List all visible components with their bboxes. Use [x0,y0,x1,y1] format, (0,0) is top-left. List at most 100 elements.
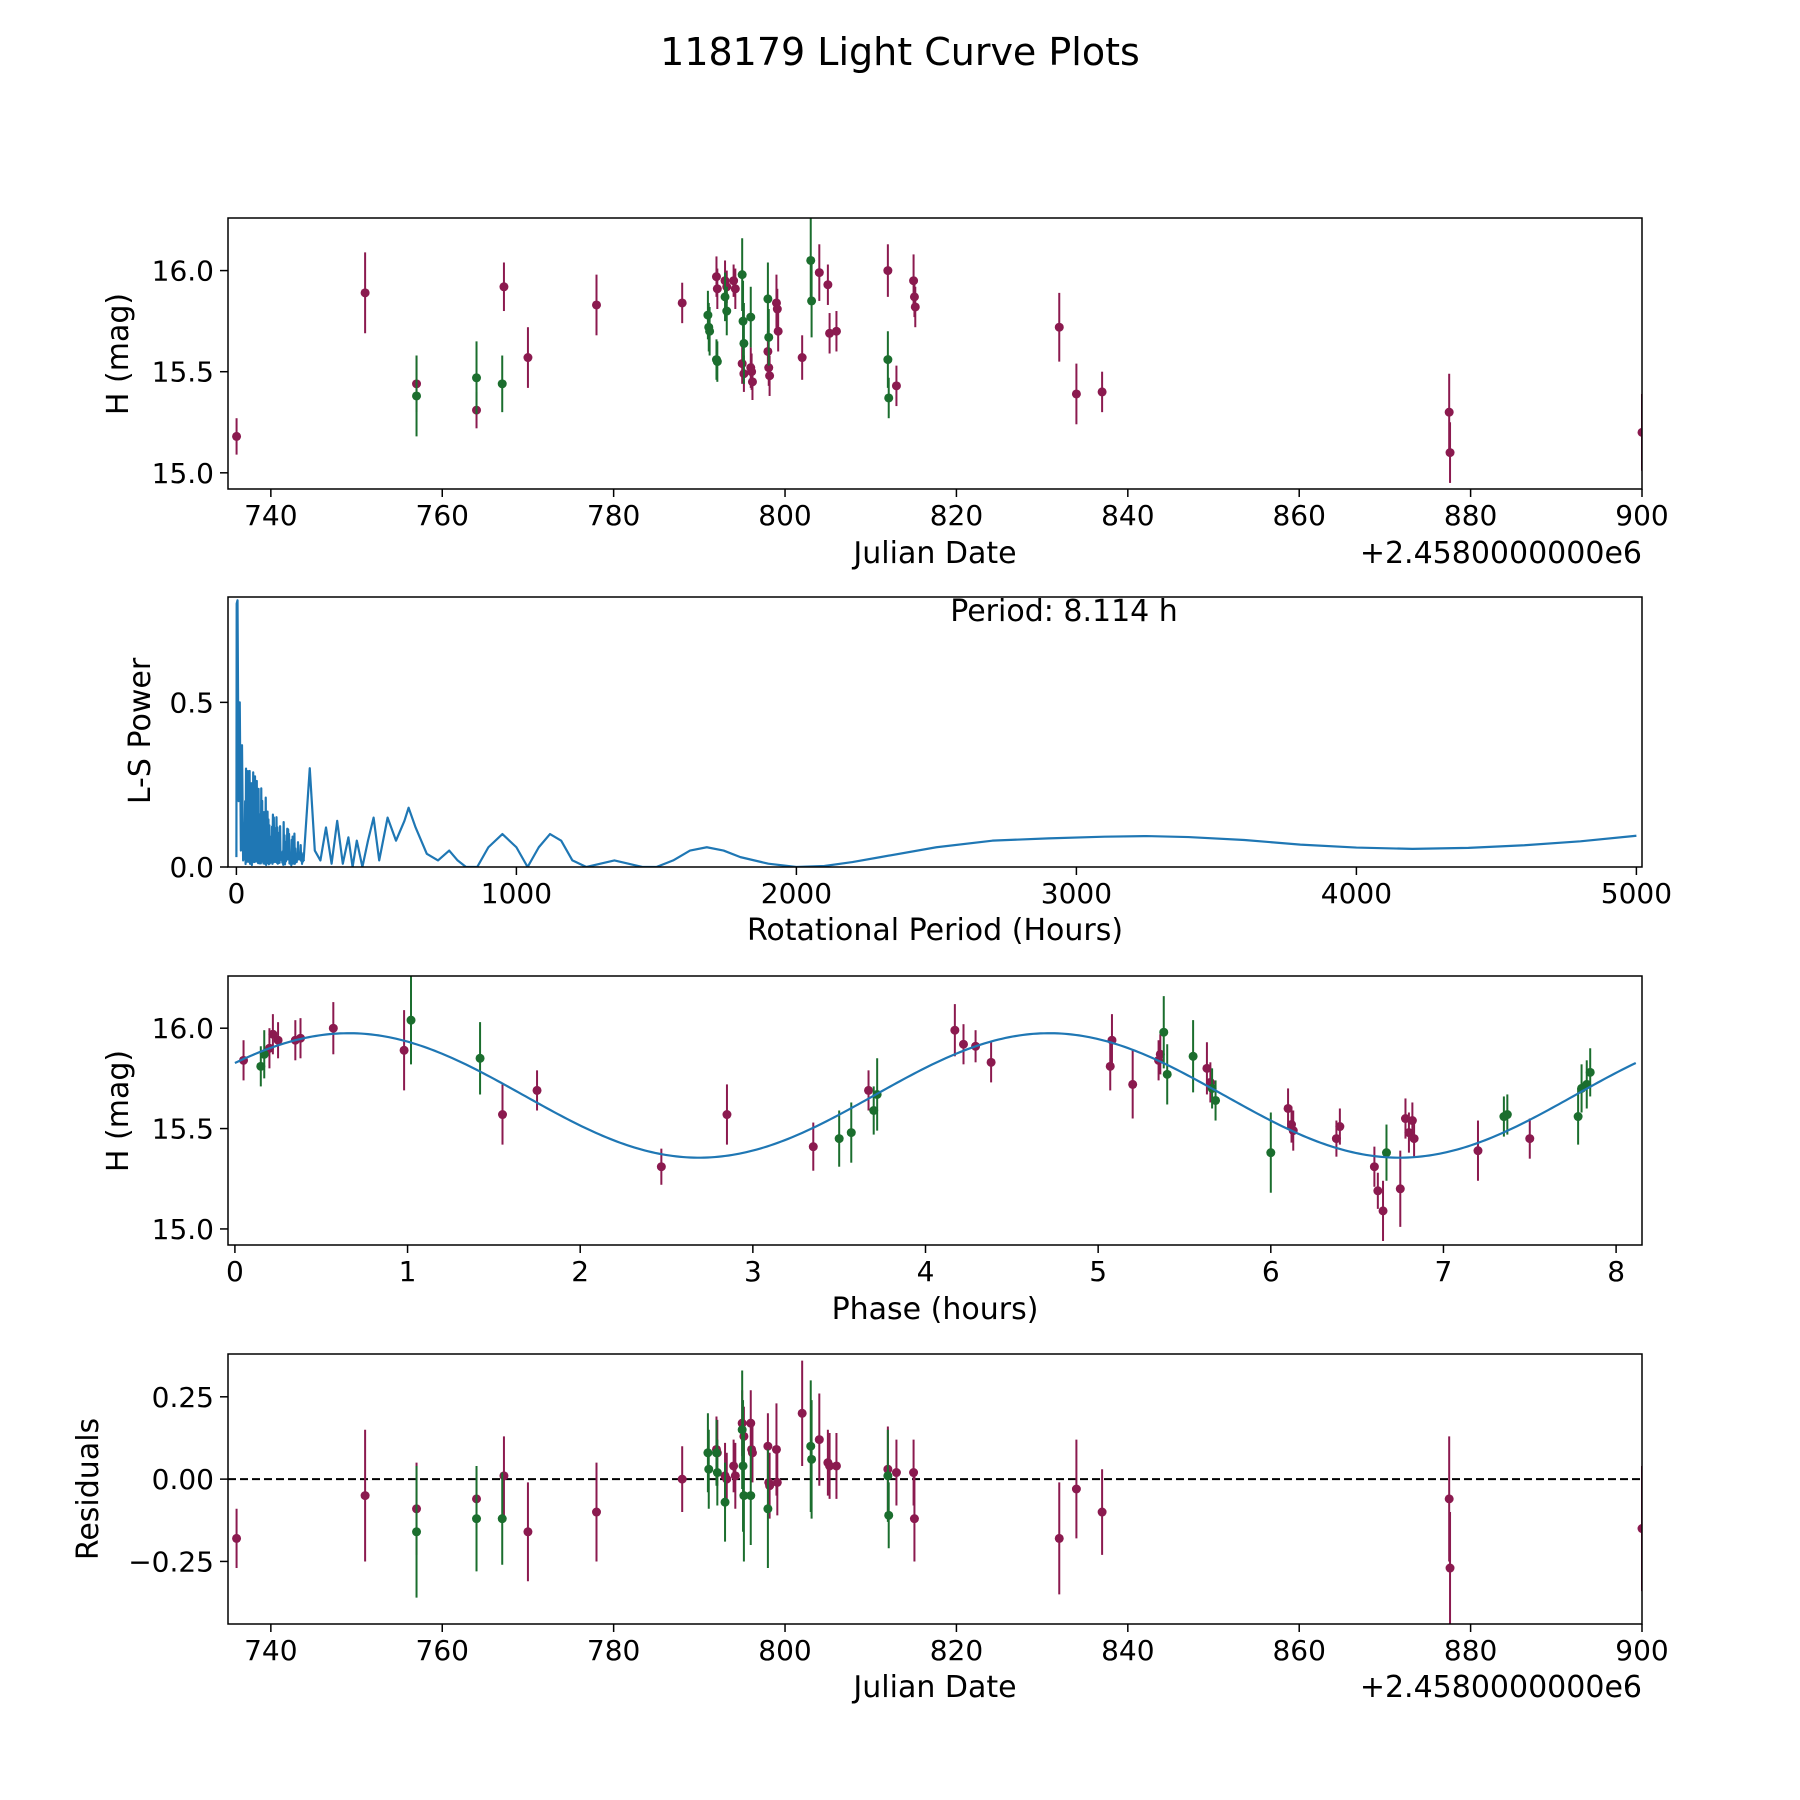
data-point-green [406,1015,416,1025]
panel-0-ylabel: H (mag) [101,293,136,415]
panel-3-ylabel: Residuals [71,1418,106,1560]
data-point-purple [722,1110,732,1120]
x-tick-label: 3 [744,1255,762,1288]
x-tick-label: 780 [587,499,640,532]
data-point-purple [1097,387,1107,397]
data-point-green [1159,1027,1169,1037]
data-point-green [746,312,756,322]
data-point-purple [712,284,722,294]
panel-3-x-offset: +2.4580000000e6 [1360,1670,1642,1705]
panel-1-annotation: Period: 8.114 h [950,594,1178,629]
panel-residuals-frame [227,1353,1643,1625]
x-tick-label: 860 [1272,1634,1325,1667]
panel-phase: 0 1 2 3 4 5 6 7 8 15.0 15.5 16.0 [152,975,1643,1288]
panel-lightcurve-plot-area [232,218,1642,483]
data-point-green [472,1514,482,1524]
data-point-green [1585,1067,1595,1077]
data-point-green [1266,1148,1276,1158]
x-tick-label: 0 [227,877,245,910]
data-point-purple [360,1491,370,1501]
data-point-purple [1071,1484,1081,1494]
data-point-purple [1444,407,1454,417]
data-point-green [806,255,816,265]
data-point-purple [1373,1186,1383,1196]
x-tick-label: 800 [758,499,811,532]
data-point-purple [1335,1122,1345,1132]
data-point-purple [1071,389,1081,399]
data-point-purple [729,276,739,286]
y-tick-label: 16.0 [152,1012,214,1045]
panel-phase-frame [227,975,1643,1246]
data-point-purple [1637,427,1642,437]
data-point-purple [499,282,509,292]
data-point-purple [591,300,601,310]
data-point-green [704,1464,714,1474]
data-point-green [256,1061,266,1071]
data-point-green [1381,1148,1391,1158]
y-tick-label: 0.25 [152,1381,214,1414]
data-point-purple [1128,1079,1138,1089]
panel-residuals-plot-area [228,1360,1642,1624]
data-point-green [764,332,774,342]
y-tick-label: 0.0 [169,851,214,884]
data-point-purple [909,1468,919,1478]
panel-phase-plot-area [234,976,1637,1241]
data-point-purple [747,377,757,387]
x-tick-label: 840 [1101,499,1154,532]
data-point-purple [772,304,782,314]
figure-title: 118179 Light Curve Plots [660,30,1140,74]
x-tick-label: 8 [1607,1255,1625,1288]
x-tick-label: 5 [1089,1255,1107,1288]
data-point-purple [763,1441,773,1451]
panel-2-xlabel: Phase (hours) [832,1292,1039,1327]
x-tick-label: 3000 [1041,877,1112,910]
fit-curve [234,1032,1637,1159]
data-point-green [712,1468,722,1478]
data-point-green [807,296,817,306]
x-tick-label: 7 [1435,1255,1453,1288]
data-point-purple [1369,1162,1379,1172]
x-tick-label: 820 [930,1634,983,1667]
y-tick-label: 16.0 [152,255,214,288]
data-point-purple [1473,1146,1483,1156]
data-point-purple [268,1029,278,1039]
data-point-purple [891,381,901,391]
data-point-purple [1395,1184,1405,1194]
data-point-purple [1105,1061,1115,1071]
data-point-purple [1409,1134,1419,1144]
panel-lightcurve-frame [227,217,1643,490]
data-point-green [763,1504,773,1514]
x-tick-label: 780 [587,1634,640,1667]
data-point-purple [1097,1507,1107,1517]
data-point-purple [831,326,841,336]
data-point-purple [722,1474,732,1484]
x-tick-label: 6 [1262,1255,1280,1288]
data-point-purple [797,353,807,363]
data-point-purple [909,1514,919,1524]
data-point-purple [986,1057,996,1067]
data-point-purple [1155,1049,1165,1059]
panel-2-ylabel: H (mag) [101,1050,136,1172]
panel-3-xlabel: Julian Date [851,1670,1016,1705]
y-tick-label: −0.25 [128,1545,214,1578]
data-point-purple [730,1471,740,1481]
panel-0-x-offset: +2.4580000000e6 [1360,536,1642,571]
data-point-purple [1444,1494,1454,1504]
data-point-purple [808,1142,818,1152]
x-tick-label: 1000 [481,877,552,910]
data-point-purple [1054,1533,1064,1543]
data-point-green [846,1128,856,1138]
x-tick-label: 880 [1444,1634,1497,1667]
data-point-purple [864,1085,874,1095]
data-point-green [746,1491,756,1501]
data-point-green [712,357,722,367]
data-point-green [412,391,422,401]
data-point-green [472,373,482,383]
x-tick-label: 880 [1444,499,1497,532]
data-point-green [763,294,773,304]
data-point-purple [825,328,835,338]
data-point-green [1162,1069,1172,1079]
data-point-purple [772,1477,782,1487]
data-point-purple [1054,322,1064,332]
data-point-green [869,1106,879,1115]
